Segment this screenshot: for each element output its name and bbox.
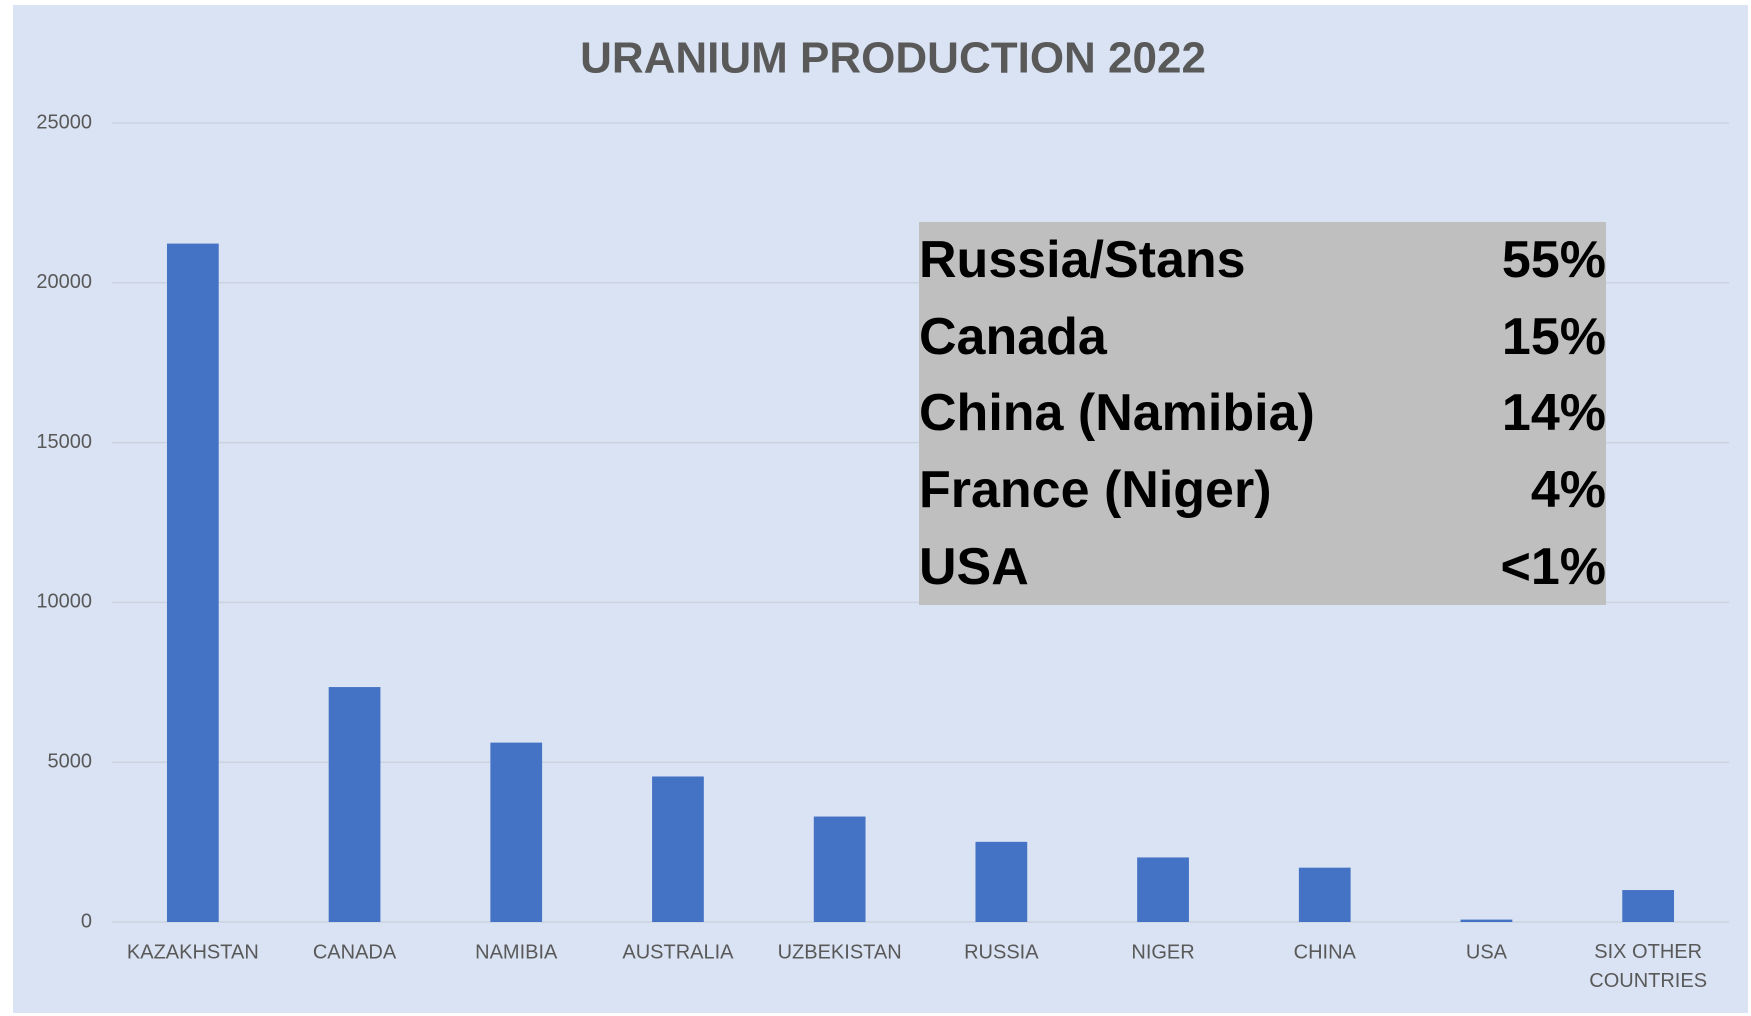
table-row: Russia/Stans 55% xyxy=(919,222,1606,299)
bar xyxy=(490,742,543,922)
y-tick-label: 5000 xyxy=(48,750,93,772)
bar xyxy=(1460,919,1513,922)
group-label: France (Niger) xyxy=(919,461,1272,520)
y-tick-label: 10000 xyxy=(36,591,92,613)
share-value: <1% xyxy=(1500,537,1606,596)
table-row: France (Niger) 4% xyxy=(919,452,1606,529)
bar xyxy=(813,816,866,922)
x-tick-label: CHINA xyxy=(1294,941,1357,963)
bar xyxy=(652,776,704,922)
y-tick-label: 0 xyxy=(81,910,92,932)
group-label: USA xyxy=(919,537,1029,596)
table-row: Canada 15% xyxy=(919,299,1606,376)
bar xyxy=(975,841,1028,922)
bar xyxy=(1137,857,1189,922)
annotation-table: Russia/Stans 55% Canada 15% China (Namibia) 1… xyxy=(919,222,1606,605)
share-value: 55% xyxy=(1501,231,1606,290)
share-value: 14% xyxy=(1501,384,1606,443)
chart-title: URANIUM PRODUCTION 2022 xyxy=(580,34,1206,83)
y-tick-label: 25000 xyxy=(36,111,92,133)
x-tick-label: AUSTRALIA xyxy=(622,941,734,963)
x-tick-label: NAMIBIA xyxy=(475,941,558,963)
group-label: Canada xyxy=(919,307,1107,366)
share-value: 15% xyxy=(1501,307,1606,366)
x-tick-label: RUSSIA xyxy=(964,941,1039,963)
group-label: China (Namibia) xyxy=(919,384,1315,443)
bar xyxy=(1622,890,1675,922)
x-tick-label: SIX OTHER COUNTRIES xyxy=(1589,941,1707,992)
bar xyxy=(1298,867,1351,922)
x-tick-label: UZBEKISTAN xyxy=(778,941,902,963)
bar xyxy=(166,243,219,922)
x-tick-label: CANADA xyxy=(313,941,397,963)
group-label: Russia/Stans xyxy=(919,231,1246,290)
share-value: 4% xyxy=(1530,461,1606,520)
table-row: USA <1% xyxy=(919,528,1606,605)
table-row: China (Namibia) 14% xyxy=(919,375,1606,452)
x-tick-label: KAZAKHSTAN xyxy=(127,941,259,963)
bar xyxy=(328,687,381,922)
x-tick-label: USA xyxy=(1466,941,1508,963)
y-tick-label: 20000 xyxy=(36,271,92,293)
x-tick-label: NIGER xyxy=(1131,941,1194,963)
y-tick-label: 15000 xyxy=(36,431,92,453)
